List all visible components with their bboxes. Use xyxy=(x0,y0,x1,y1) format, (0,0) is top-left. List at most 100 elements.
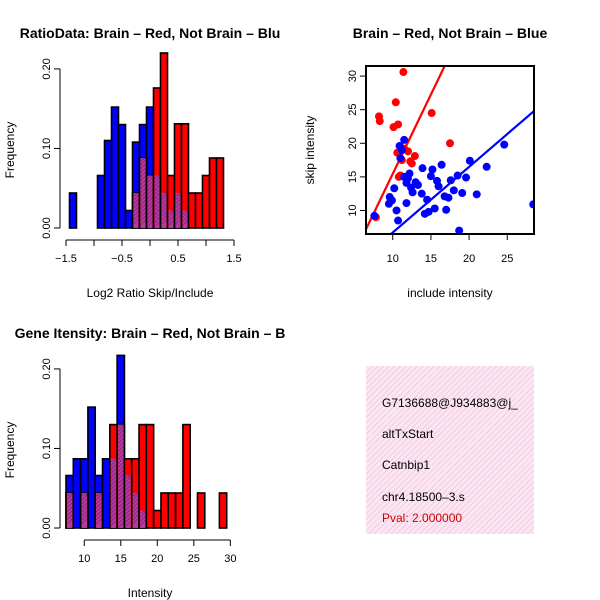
not-brain-point xyxy=(458,189,467,198)
overlap-hatch xyxy=(175,194,181,201)
overlap-hatch xyxy=(154,189,160,195)
overlap-hatch xyxy=(110,464,117,471)
overlap-hatch xyxy=(117,454,124,460)
not-brain-point xyxy=(442,205,451,214)
overlap-hatch xyxy=(125,520,132,527)
intensity-histogram-xlabel: Intensity xyxy=(128,586,173,600)
not-brain-fit-line xyxy=(389,110,534,234)
overlap-hatch xyxy=(133,194,139,201)
y-tick-label: 0.00 xyxy=(41,217,53,238)
overlap-hatch xyxy=(154,213,160,219)
overlap-bar xyxy=(110,458,117,528)
intensity-histogram-ylabel: Frequency xyxy=(3,422,17,479)
not-brain-point xyxy=(444,193,453,202)
x-tick-label: 20 xyxy=(463,253,475,265)
x-tick-label: 25 xyxy=(188,553,200,565)
overlap-hatch xyxy=(117,486,124,492)
overlap-bar xyxy=(154,175,160,228)
overlap-hatch xyxy=(110,516,117,523)
y-tick-label: 0.20 xyxy=(41,58,53,79)
overlap-hatch xyxy=(175,198,181,205)
not-brain-point xyxy=(455,226,464,234)
overlap-hatch xyxy=(154,205,160,211)
not-brain-point xyxy=(462,173,471,182)
brain-point xyxy=(427,109,436,118)
not-brain-point xyxy=(449,186,458,195)
not-brain-point xyxy=(428,165,437,174)
ratio-histogram-ylabel: Frequency xyxy=(3,122,17,179)
overlap-hatch xyxy=(140,183,146,190)
overlap-hatch xyxy=(182,212,188,218)
scatter-xlabel: include intensity xyxy=(407,286,492,300)
event-type: altTxStart xyxy=(382,427,434,441)
x-tick-label: 0.5 xyxy=(170,253,185,265)
overlap-hatch xyxy=(175,210,181,217)
overlap-hatch xyxy=(110,500,117,507)
overlap-hatch xyxy=(125,492,132,499)
overlap-hatch xyxy=(154,201,160,207)
overlap-hatch xyxy=(81,502,88,509)
overlap-hatch xyxy=(66,494,73,501)
overlap-hatch xyxy=(66,510,73,517)
overlap-hatch xyxy=(117,498,124,504)
overlap-bar xyxy=(133,193,139,228)
y-tick-label: 0.10 xyxy=(41,438,53,459)
x-tick-label: 10 xyxy=(78,553,90,565)
not-brain-point xyxy=(408,188,417,197)
overlap-hatch xyxy=(133,198,139,205)
brain-point xyxy=(399,68,408,77)
overlap-hatch xyxy=(117,474,124,480)
overlap-hatch xyxy=(117,438,124,444)
not-brain-point xyxy=(529,200,534,209)
scatter-axes: 10 15 20 25 10 15 20 25 30 xyxy=(347,65,535,265)
overlap-hatch xyxy=(110,488,117,495)
x-tick-label: 1.5 xyxy=(226,253,241,265)
overlap-hatch xyxy=(133,202,139,209)
overlap-hatch xyxy=(132,514,139,521)
intensity-scatter: Brain – Red, Not Brain – Blue include in… xyxy=(303,25,547,300)
x-tick-label: 20 xyxy=(151,553,163,565)
overlap-hatch xyxy=(168,210,174,214)
overlap-hatch xyxy=(182,210,188,214)
overlap-hatch xyxy=(81,494,88,501)
overlap-hatch xyxy=(161,198,167,205)
overlap-hatch xyxy=(154,175,160,179)
y-tick-label: 20 xyxy=(347,137,359,149)
overlap-hatch xyxy=(154,197,160,203)
blue-bar xyxy=(110,106,120,229)
overlap-hatch xyxy=(117,434,124,440)
y-tick-label: 15 xyxy=(347,171,359,183)
overlap-hatch xyxy=(117,494,124,500)
overlap-bar xyxy=(81,493,87,528)
blue-bar xyxy=(101,457,111,529)
overlap-hatch xyxy=(117,442,124,448)
overlap-hatch xyxy=(125,476,132,483)
p-value: Pval: 2.000000 xyxy=(382,511,463,525)
overlap-hatch xyxy=(161,214,167,221)
overlap-hatch xyxy=(117,510,124,516)
brain-point xyxy=(394,120,403,129)
overlap-hatch xyxy=(147,181,153,187)
not-brain-point xyxy=(396,154,405,163)
overlap-hatch xyxy=(110,496,117,503)
overlap-hatch xyxy=(147,209,153,215)
brain-point xyxy=(391,98,400,107)
overlap-hatch xyxy=(133,218,139,225)
x-tick-label: 30 xyxy=(224,553,236,565)
overlap-hatch xyxy=(175,214,181,221)
overlap-hatch xyxy=(161,194,167,201)
overlap-hatch xyxy=(96,492,102,497)
overlap-hatch xyxy=(117,506,124,512)
overlap-hatch xyxy=(132,494,139,501)
overlap-hatch xyxy=(132,510,139,517)
red-bar xyxy=(218,492,228,529)
red-bar xyxy=(196,492,206,529)
overlap-bar xyxy=(175,193,181,228)
overlap-bar xyxy=(161,193,167,228)
overlap-bar xyxy=(140,158,146,228)
overlap-hatch xyxy=(139,519,146,526)
brain-fit-line xyxy=(366,66,446,230)
y-tick-label: 0.00 xyxy=(41,517,53,538)
overlap-hatch xyxy=(117,450,124,456)
scatter-points xyxy=(366,66,534,234)
